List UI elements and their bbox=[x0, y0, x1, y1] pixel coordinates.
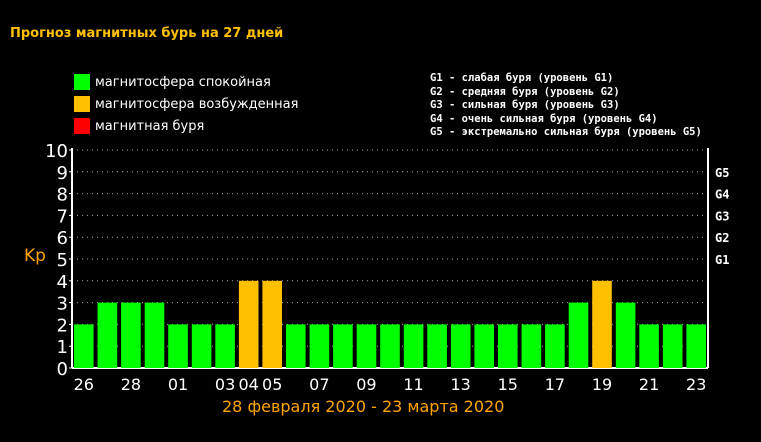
x-tick-label: 09 bbox=[356, 375, 376, 394]
legend-label-excited: магнитосфера возбужденная bbox=[95, 96, 299, 112]
storm-level-legend: G1 - слабая буря (уровень G1) G2 - средн… bbox=[430, 72, 702, 140]
right-axis-label: G4 bbox=[715, 188, 729, 202]
x-tick-label: 17 bbox=[545, 375, 565, 394]
x-tick-label: 04 bbox=[238, 375, 258, 394]
bar bbox=[662, 324, 683, 368]
bar bbox=[380, 324, 400, 368]
bar bbox=[356, 324, 377, 368]
x-tick-label: 19 bbox=[592, 375, 612, 394]
bar bbox=[121, 302, 141, 368]
storm-level-g1: G1 - слабая буря (уровень G1) bbox=[430, 72, 614, 84]
bar bbox=[498, 324, 518, 368]
bar bbox=[615, 302, 636, 368]
bar bbox=[474, 324, 494, 368]
bar bbox=[309, 324, 330, 368]
right-axis-label: G3 bbox=[715, 209, 729, 223]
y-tick-label: 1 bbox=[57, 337, 68, 358]
y-tick-label: 10 bbox=[45, 141, 68, 162]
legend-swatch-storm bbox=[74, 118, 90, 134]
x-tick-label: 11 bbox=[403, 375, 423, 394]
bar bbox=[215, 324, 235, 368]
y-tick-label: 6 bbox=[57, 228, 68, 249]
bar bbox=[238, 280, 259, 368]
x-tick-label: 26 bbox=[74, 375, 94, 394]
bar bbox=[97, 302, 118, 368]
bar bbox=[450, 324, 471, 368]
legend-item-storm: магнитная буря bbox=[74, 117, 204, 135]
right-axis-label: G5 bbox=[715, 166, 729, 180]
x-tick-label: 28 bbox=[121, 375, 141, 394]
bar bbox=[74, 324, 94, 368]
bar bbox=[403, 324, 424, 368]
y-tick-label: 5 bbox=[57, 250, 68, 271]
y-tick-label: 8 bbox=[57, 185, 68, 206]
bar bbox=[262, 280, 282, 368]
bar bbox=[333, 324, 353, 368]
storm-level-g2: G2 - средняя буря (уровень G2) bbox=[430, 85, 620, 98]
bar bbox=[521, 324, 542, 368]
bar bbox=[686, 324, 706, 368]
y-tick-label: 7 bbox=[57, 206, 68, 227]
bar bbox=[568, 302, 589, 368]
y-tick-label: 4 bbox=[57, 272, 68, 293]
right-axis-label: G1 bbox=[715, 253, 729, 267]
storm-level-g5: G5 - экстремально сильная буря (уровень … bbox=[430, 126, 702, 138]
bar bbox=[592, 280, 612, 368]
x-tick-label: 07 bbox=[309, 375, 329, 394]
y-tick-label: 2 bbox=[57, 315, 68, 336]
legend-swatch-excited bbox=[74, 96, 90, 112]
bar bbox=[427, 324, 447, 368]
x-tick-label: 23 bbox=[686, 375, 706, 394]
legend-label-calm: магнитосфера спокойная bbox=[95, 74, 271, 90]
bar bbox=[286, 324, 306, 368]
right-axis-label: G2 bbox=[715, 231, 729, 245]
legend-item-calm: магнитосфера спокойная bbox=[74, 73, 271, 91]
x-tick-label: 15 bbox=[498, 375, 518, 394]
x-tick-label: 05 bbox=[262, 375, 282, 394]
bar bbox=[191, 324, 212, 368]
y-tick-label: 9 bbox=[57, 163, 68, 184]
x-tick-label: 01 bbox=[168, 375, 188, 394]
x-tick-label: 03 bbox=[215, 375, 235, 394]
bar bbox=[168, 324, 188, 368]
bar bbox=[639, 324, 659, 368]
chart-title: Прогноз магнитных бурь на 27 дней bbox=[10, 26, 284, 41]
legend-swatch-calm bbox=[74, 74, 90, 90]
y-tick-label: 0 bbox=[57, 359, 68, 380]
y-axis-label: Kp bbox=[24, 246, 46, 266]
legend-label-storm: магнитная буря bbox=[95, 118, 205, 134]
x-tick-label: 21 bbox=[639, 375, 659, 394]
x-tick-label: 13 bbox=[450, 375, 470, 394]
storm-level-g3: G3 - сильная буря (уровень G3) bbox=[430, 99, 620, 111]
storm-level-g4: G4 - очень сильная буря (уровень G4) bbox=[430, 112, 658, 125]
y-tick-label: 3 bbox=[57, 294, 68, 315]
bar bbox=[545, 324, 565, 368]
bar bbox=[144, 302, 165, 368]
x-axis-label: 28 февраля 2020 - 23 марта 2020 bbox=[222, 397, 505, 416]
legend-item-excited: магнитосфера возбужденная bbox=[74, 95, 298, 113]
